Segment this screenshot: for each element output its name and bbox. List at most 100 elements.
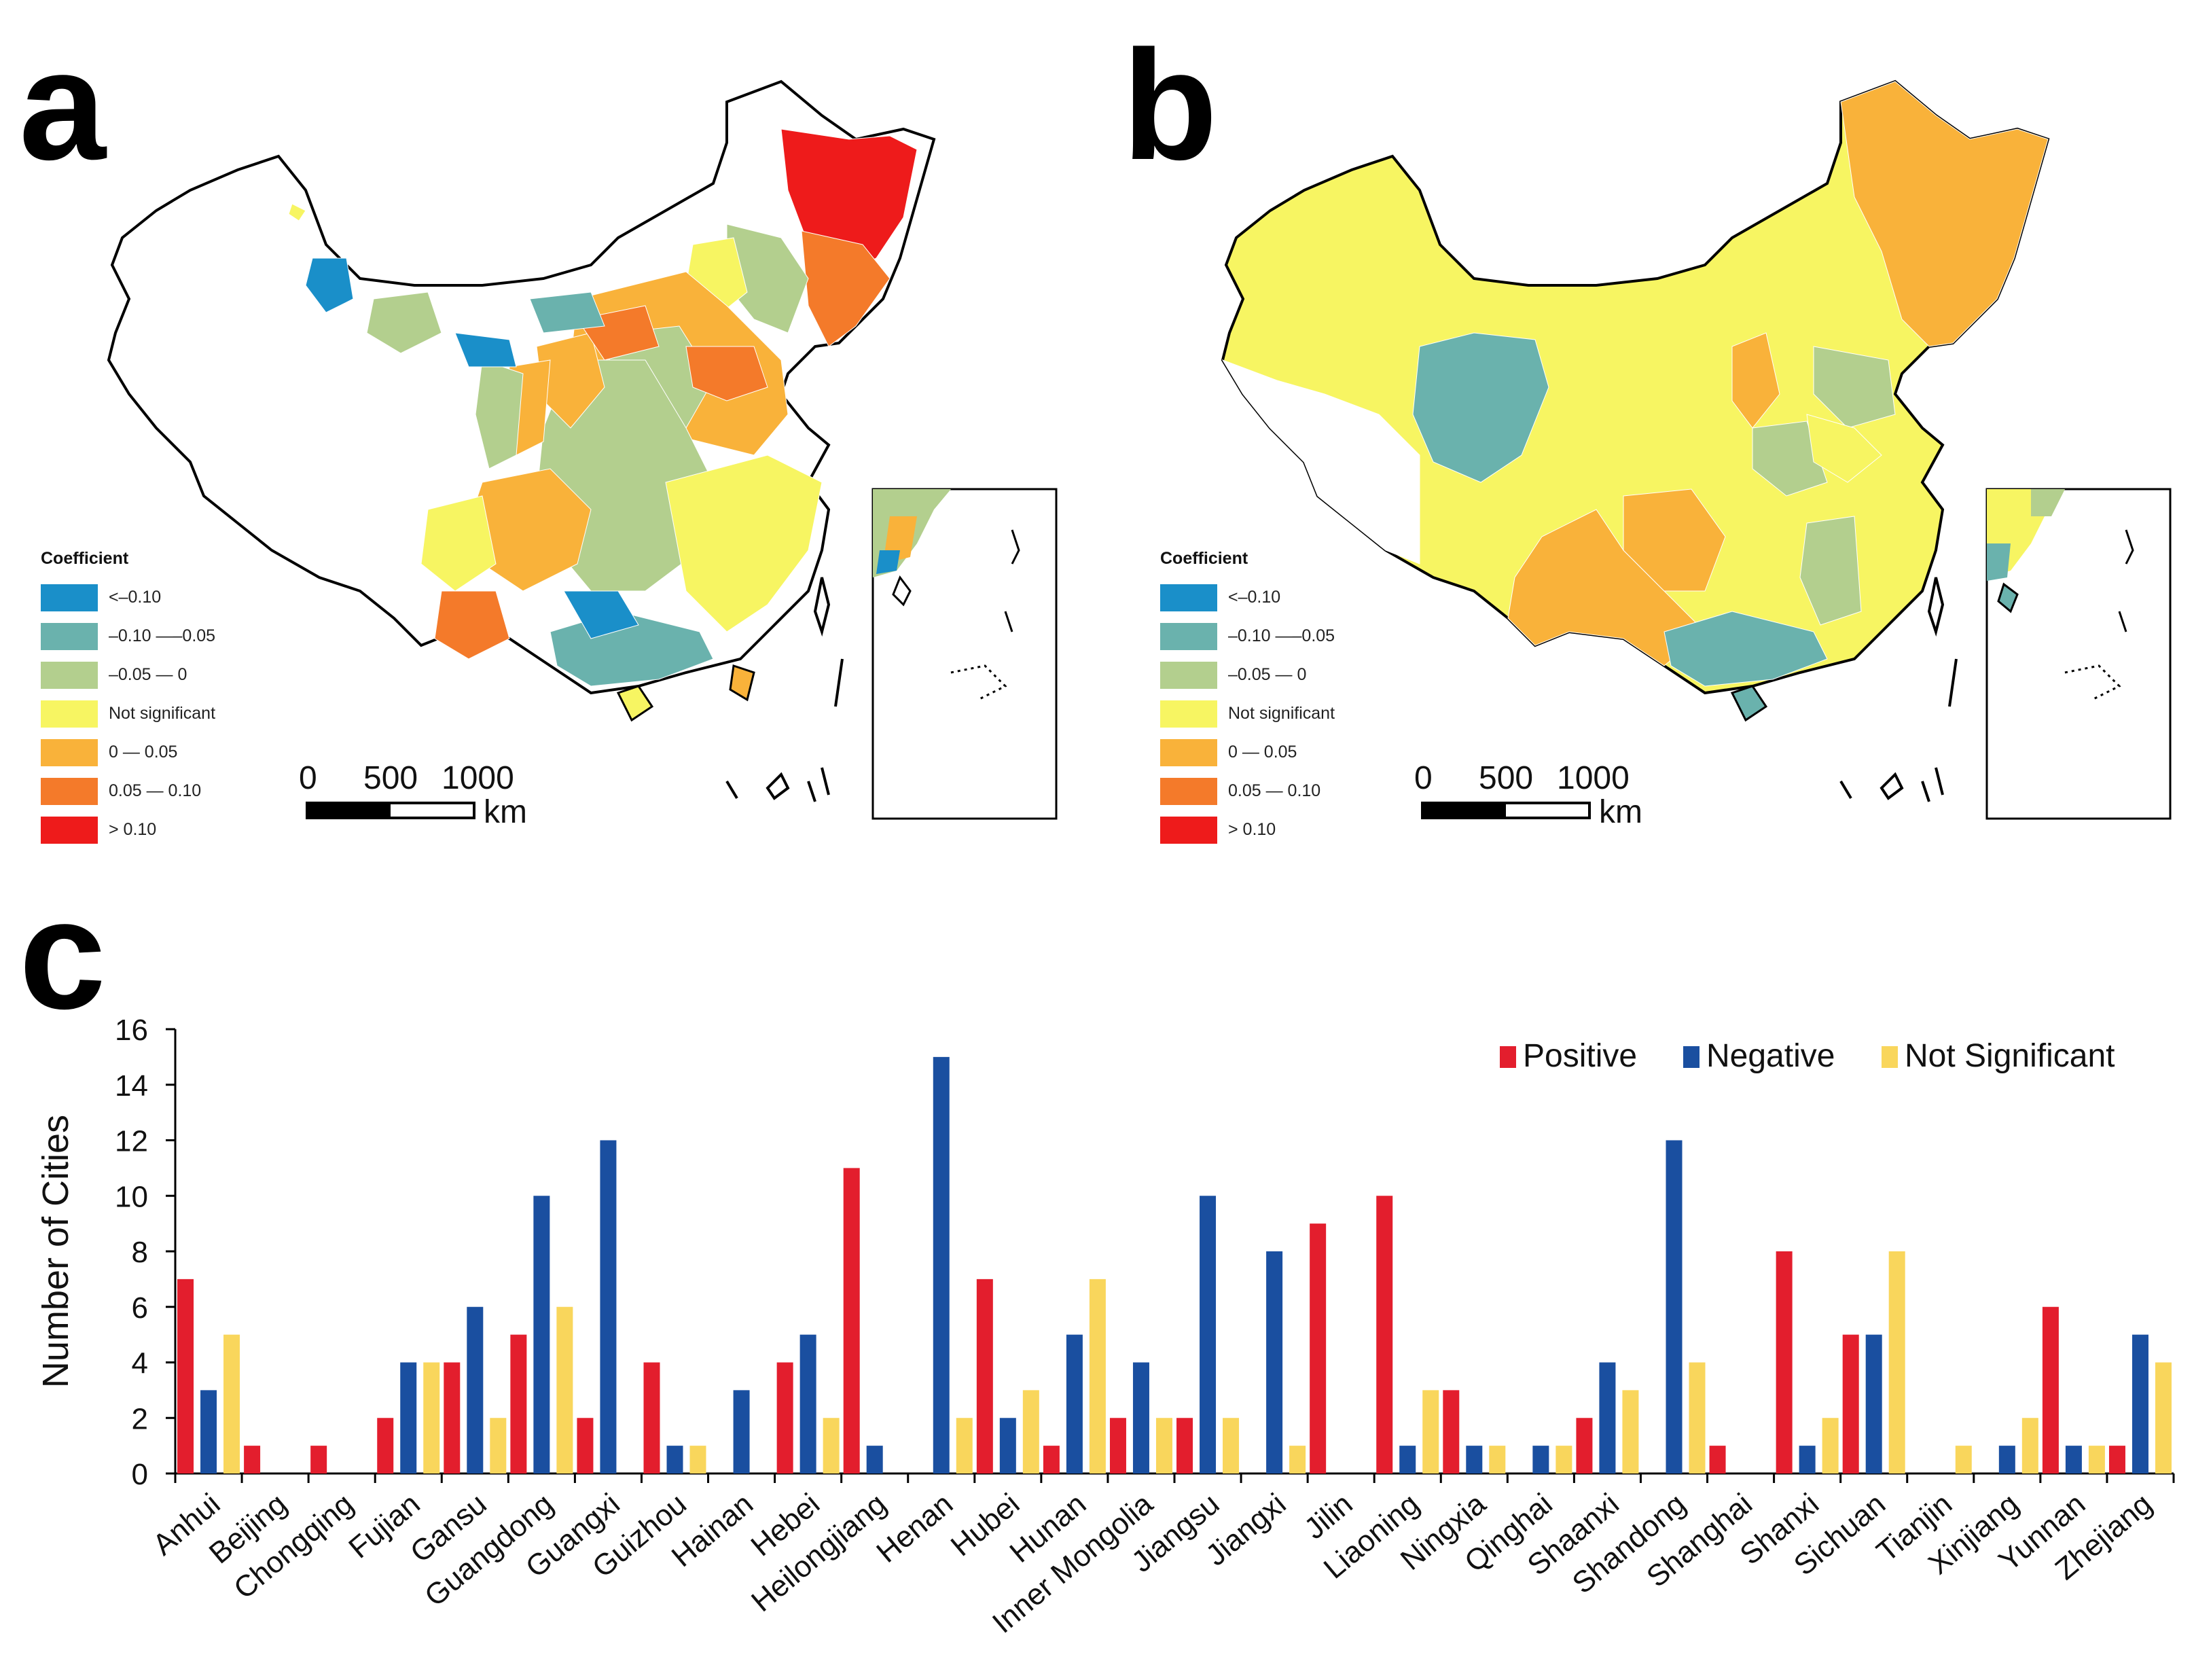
bar-positive [244,1446,261,1473]
legend-item: <–0.10 [1160,578,1335,617]
scale-bar-graphic [306,802,475,819]
bar-not-significant [1622,1390,1639,1473]
panel-label-b: b [1122,18,1218,192]
bar-positive [1376,1196,1393,1473]
legend-swatch [41,777,98,805]
legend-b: Coefficient <–0.10 –0.10 —–0.05 –0.05 — … [1160,549,1335,849]
map-a-inset [871,488,1058,820]
scale-tick: 500 [1479,760,1534,796]
legend-title: Coefficient [41,549,129,568]
bar-negative [467,1306,484,1473]
scale-bar-a: 0 500 1000 km [299,759,577,830]
scale-tick: 0 [299,760,317,796]
bar-negative [600,1140,617,1473]
legend-label: 0.05 — 0.10 [1228,781,1321,800]
legend-item: <–0.10 [41,578,215,617]
legend-label: –0.10 —–0.05 [1228,626,1335,645]
bar-positive [1443,1390,1460,1473]
legend-swatch [41,584,98,611]
bar-negative [1466,1446,1483,1473]
legend-item: Not significant [1160,694,1335,733]
legend-item: 0.05 — 0.10 [41,772,215,810]
legend-item: –0.10 —–0.05 [41,617,215,656]
bar-not-significant [1955,1446,1972,1473]
bar-not-significant [1089,1279,1106,1473]
bar-negative [1599,1362,1616,1473]
legend-label: –0.05 — 0 [1228,665,1307,684]
bar-positive [444,1362,461,1473]
bar-negative [1998,1446,2015,1473]
map-b-regions [1221,81,2049,722]
bar-not-significant [1422,1390,1439,1473]
bar-positive [1109,1418,1126,1473]
legend-marker [1500,1046,1516,1068]
bar-negative [1399,1446,1416,1473]
legend-item: > 0.10 [41,810,215,849]
legend-swatch [41,738,98,766]
legend-item: 0.05 — 0.10 [1160,772,1335,810]
bar-not-significant [1555,1446,1572,1473]
bar-not-significant [1888,1251,1905,1473]
legend-label: 0.05 — 0.10 [109,781,202,800]
y-tick-label: 10 [115,1180,148,1213]
map-b [1221,79,2172,820]
legend-marker [1882,1046,1898,1068]
x-tick-label: Henan [870,1487,959,1569]
bar-negative [999,1418,1016,1473]
legend-label: 0 — 0.05 [109,743,178,762]
bar-positive [577,1418,594,1473]
bar-positive [976,1279,993,1473]
scale-unit: km [484,794,527,830]
legend-label: > 0.10 [1228,820,1276,839]
bar-negative [1532,1446,1549,1473]
bar-positive [510,1334,527,1473]
legend-item: 0 — 0.05 [41,733,215,772]
bar-negative [799,1334,816,1473]
legend-label: <–0.10 [1228,588,1281,607]
legend-swatch [1160,816,1217,844]
bar-negative [933,1056,950,1473]
legend-label: Negative [1706,1038,1835,1074]
legend-label: 0 — 0.05 [1228,743,1297,762]
scale-tick: 500 [363,760,418,796]
bar-not-significant [823,1418,840,1473]
bar-not-significant [1489,1446,1506,1473]
bar-negative [1200,1196,1217,1473]
bar-positive [1310,1223,1327,1473]
legend-swatch [1160,738,1217,766]
legend-title: Coefficient [1160,549,1248,568]
bar-negative [1266,1251,1283,1473]
legend-swatch [1160,661,1217,689]
bar-negative [733,1390,750,1473]
legend-swatch [41,622,98,650]
bar-positive [1776,1251,1793,1473]
panel-label-a: a [19,18,106,192]
legend-item: Not significant [41,694,215,733]
bar-positive [843,1168,860,1473]
legend-label: <–0.10 [109,588,162,607]
bar-positive [177,1279,194,1473]
panel-label-c: c [19,867,106,1041]
bar-negative [1799,1446,1816,1473]
legend-label: –0.05 — 0 [109,665,187,684]
bar-not-significant [1289,1446,1306,1473]
legend-swatch [41,661,98,689]
legend-swatch [1160,622,1217,650]
bar-negative [666,1446,683,1473]
map-a-regions [288,128,918,722]
y-tick-label: 8 [132,1236,148,1269]
bar-not-significant [2155,1362,2172,1473]
legend-label: Not significant [1228,704,1335,723]
map-a-islands [725,577,844,802]
bar-not-significant [556,1306,573,1473]
bar-not-significant [1155,1418,1172,1473]
bar-negative [533,1196,550,1473]
bar-negative [1066,1334,1083,1473]
bar-positive [643,1362,660,1473]
legend-label: Not Significant [1905,1038,2115,1074]
legend-swatch [1160,584,1217,611]
bar-positive [2042,1306,2059,1473]
bar-not-significant [2021,1418,2038,1473]
legend-swatch [41,700,98,728]
